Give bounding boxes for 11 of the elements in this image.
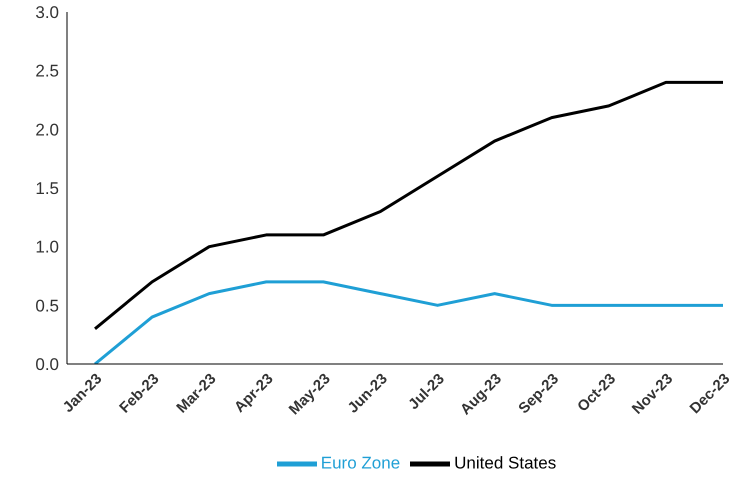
line-series (94, 80, 724, 330)
y-tick-label: 1.0 (35, 238, 59, 257)
legend-label: United States (454, 453, 556, 472)
line-series (94, 280, 724, 364)
y-tick-label: 0.0 (35, 355, 59, 374)
y-tick-label: 1.5 (35, 179, 59, 198)
legend-label: Euro Zone (320, 453, 400, 472)
y-tick-label: 3.0 (35, 3, 59, 22)
y-tick-label: 2.0 (35, 120, 59, 140)
y-tick-label: 0.5 (35, 296, 59, 316)
y-tick-label: 2.5 (35, 62, 59, 81)
